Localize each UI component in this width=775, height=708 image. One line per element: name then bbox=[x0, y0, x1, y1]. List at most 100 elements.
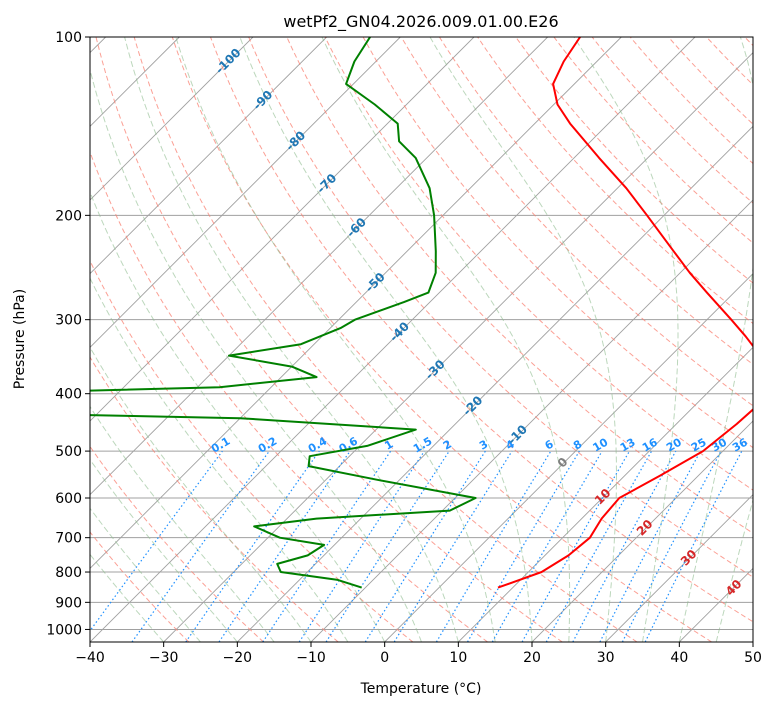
moist-adiabat-line bbox=[678, 37, 753, 642]
dry-adiabat-line bbox=[171, 37, 712, 642]
mixing-ratio-line bbox=[298, 450, 425, 642]
dry-adiabat-line bbox=[706, 37, 753, 86]
mixing-ratio-line bbox=[185, 450, 320, 642]
moist-adiabat-line bbox=[321, 37, 571, 642]
moist-adiabat-line bbox=[90, 405, 275, 642]
mixing-ratio-label: 20 bbox=[664, 435, 684, 454]
isotherm-line bbox=[605, 494, 753, 642]
y-tick-label: 500 bbox=[55, 444, 82, 460]
x-tick-label: −20 bbox=[223, 650, 253, 666]
isotherm-label: -20 bbox=[460, 393, 485, 418]
mixing-ratio-label: 13 bbox=[618, 436, 638, 455]
mixing-ratio-label: 16 bbox=[640, 435, 660, 454]
mixing-ratio-label: 0.1 bbox=[209, 435, 232, 456]
isotherm-line bbox=[90, 37, 548, 496]
isotherm-line bbox=[310, 199, 753, 642]
moist-adiabat-line bbox=[124, 37, 459, 642]
mixing-ratio-line bbox=[364, 450, 486, 642]
isotherm-line bbox=[752, 641, 753, 642]
mixing-ratio-label: 8 bbox=[571, 438, 584, 453]
isotherm-line bbox=[531, 420, 753, 642]
y-axis: 100 200 300 400 500 600 700 800 900 1000 bbox=[46, 30, 90, 638]
mixing-ratio-line bbox=[466, 450, 580, 642]
background-lines bbox=[90, 37, 753, 642]
y-tick-label: 700 bbox=[55, 531, 82, 547]
y-tick-label: 100 bbox=[55, 30, 82, 46]
moist-adiabat-line bbox=[90, 67, 422, 642]
x-tick-label: −10 bbox=[296, 650, 326, 666]
dry-adiabat-line bbox=[90, 531, 190, 642]
mixing-ratio-line bbox=[545, 450, 653, 642]
mixing-ratio-line bbox=[521, 450, 631, 642]
dry-adiabat-line bbox=[438, 37, 753, 365]
x-tick-label: 0 bbox=[380, 650, 389, 666]
isotherm-line bbox=[237, 125, 753, 642]
isotherm-label: -40 bbox=[387, 319, 412, 344]
moist-adiabat-line bbox=[175, 37, 496, 642]
isotherm-line bbox=[90, 37, 254, 201]
moist-adiabat-label: 0 bbox=[555, 455, 571, 471]
dry-adiabat-line bbox=[90, 356, 339, 642]
mixing-ratio-line bbox=[393, 450, 513, 642]
mixing-ratio-line bbox=[572, 450, 677, 642]
mixing-ratio-line bbox=[325, 450, 450, 642]
dry-adiabat-line bbox=[248, 37, 753, 578]
x-axis-label: Temperature (°C) bbox=[360, 681, 482, 697]
mixing-ratio-label: 0.6 bbox=[337, 434, 361, 455]
x-tick-label: 10 bbox=[449, 650, 467, 666]
x-tick-label: −40 bbox=[75, 650, 105, 666]
mixing-ratio-line bbox=[435, 450, 552, 642]
y-tick-label: 1000 bbox=[46, 622, 82, 638]
mixing-ratio-label: 1.5 bbox=[411, 435, 434, 456]
dry-adiabat-line bbox=[90, 259, 414, 642]
dry-adiabat-line bbox=[362, 37, 753, 449]
x-axis: −40 −30 −20 −10 0 10 20 30 40 50 bbox=[75, 642, 762, 666]
isotherm-line bbox=[384, 273, 753, 642]
mixing-ratio-line bbox=[131, 450, 270, 642]
x-tick-label: 20 bbox=[523, 650, 541, 666]
mixing-ratio-line bbox=[621, 450, 722, 642]
moist-adiabat-line bbox=[90, 346, 312, 642]
mixing-ratio-label: 36 bbox=[730, 435, 750, 454]
chart-title: wetPf2_GN04.2026.009.01.00.E26 bbox=[283, 12, 558, 32]
dry-adiabat-line bbox=[90, 150, 488, 642]
plot-frame bbox=[89, 36, 754, 643]
isotherm-line bbox=[90, 37, 401, 348]
isotherm-line bbox=[163, 52, 753, 642]
mixing-ratio-line bbox=[491, 450, 603, 642]
moist-adiabat-label: 20 bbox=[634, 517, 656, 539]
moist-adiabat-line bbox=[573, 37, 679, 642]
moist-adiabat-line bbox=[429, 37, 617, 642]
dry-adiabat-line bbox=[553, 37, 753, 244]
x-tick-label: 50 bbox=[744, 650, 762, 666]
isotherm-line bbox=[90, 37, 475, 422]
moist-adiabat-line bbox=[90, 190, 386, 642]
dry-adiabat-line bbox=[515, 37, 753, 284]
dry-adiabat-line bbox=[90, 445, 264, 642]
y-tick-label: 900 bbox=[55, 595, 82, 611]
dry-adiabat-line bbox=[477, 37, 753, 325]
moist-adiabat-label: 10 bbox=[592, 486, 614, 508]
x-tick-label: −30 bbox=[149, 650, 179, 666]
x-tick-label: 30 bbox=[597, 650, 615, 666]
moist-adiabat-line bbox=[90, 277, 349, 642]
dewpoint-line bbox=[90, 37, 477, 589]
y-tick-label: 600 bbox=[55, 491, 82, 507]
dry-adiabat-line bbox=[95, 37, 563, 642]
isotherm-label: -50 bbox=[363, 270, 388, 295]
mixing-ratio-line bbox=[90, 450, 223, 632]
moist-adiabat-line bbox=[715, 498, 753, 642]
moist-adiabat-line bbox=[90, 507, 201, 642]
isotherm-label: -80 bbox=[283, 128, 308, 153]
moist-adiabat-label: 30 bbox=[678, 547, 700, 569]
moist-adiabat-line bbox=[90, 458, 238, 642]
profile-lines bbox=[90, 37, 753, 589]
isotherm-line bbox=[90, 37, 622, 569]
dry-adiabat-line bbox=[400, 37, 753, 407]
isotherm-label: -30 bbox=[423, 357, 448, 382]
dry-adiabat-line bbox=[133, 37, 638, 642]
y-tick-label: 200 bbox=[55, 208, 82, 224]
mixing-ratio-label: 2 bbox=[441, 438, 454, 453]
y-tick-label: 400 bbox=[55, 387, 82, 403]
